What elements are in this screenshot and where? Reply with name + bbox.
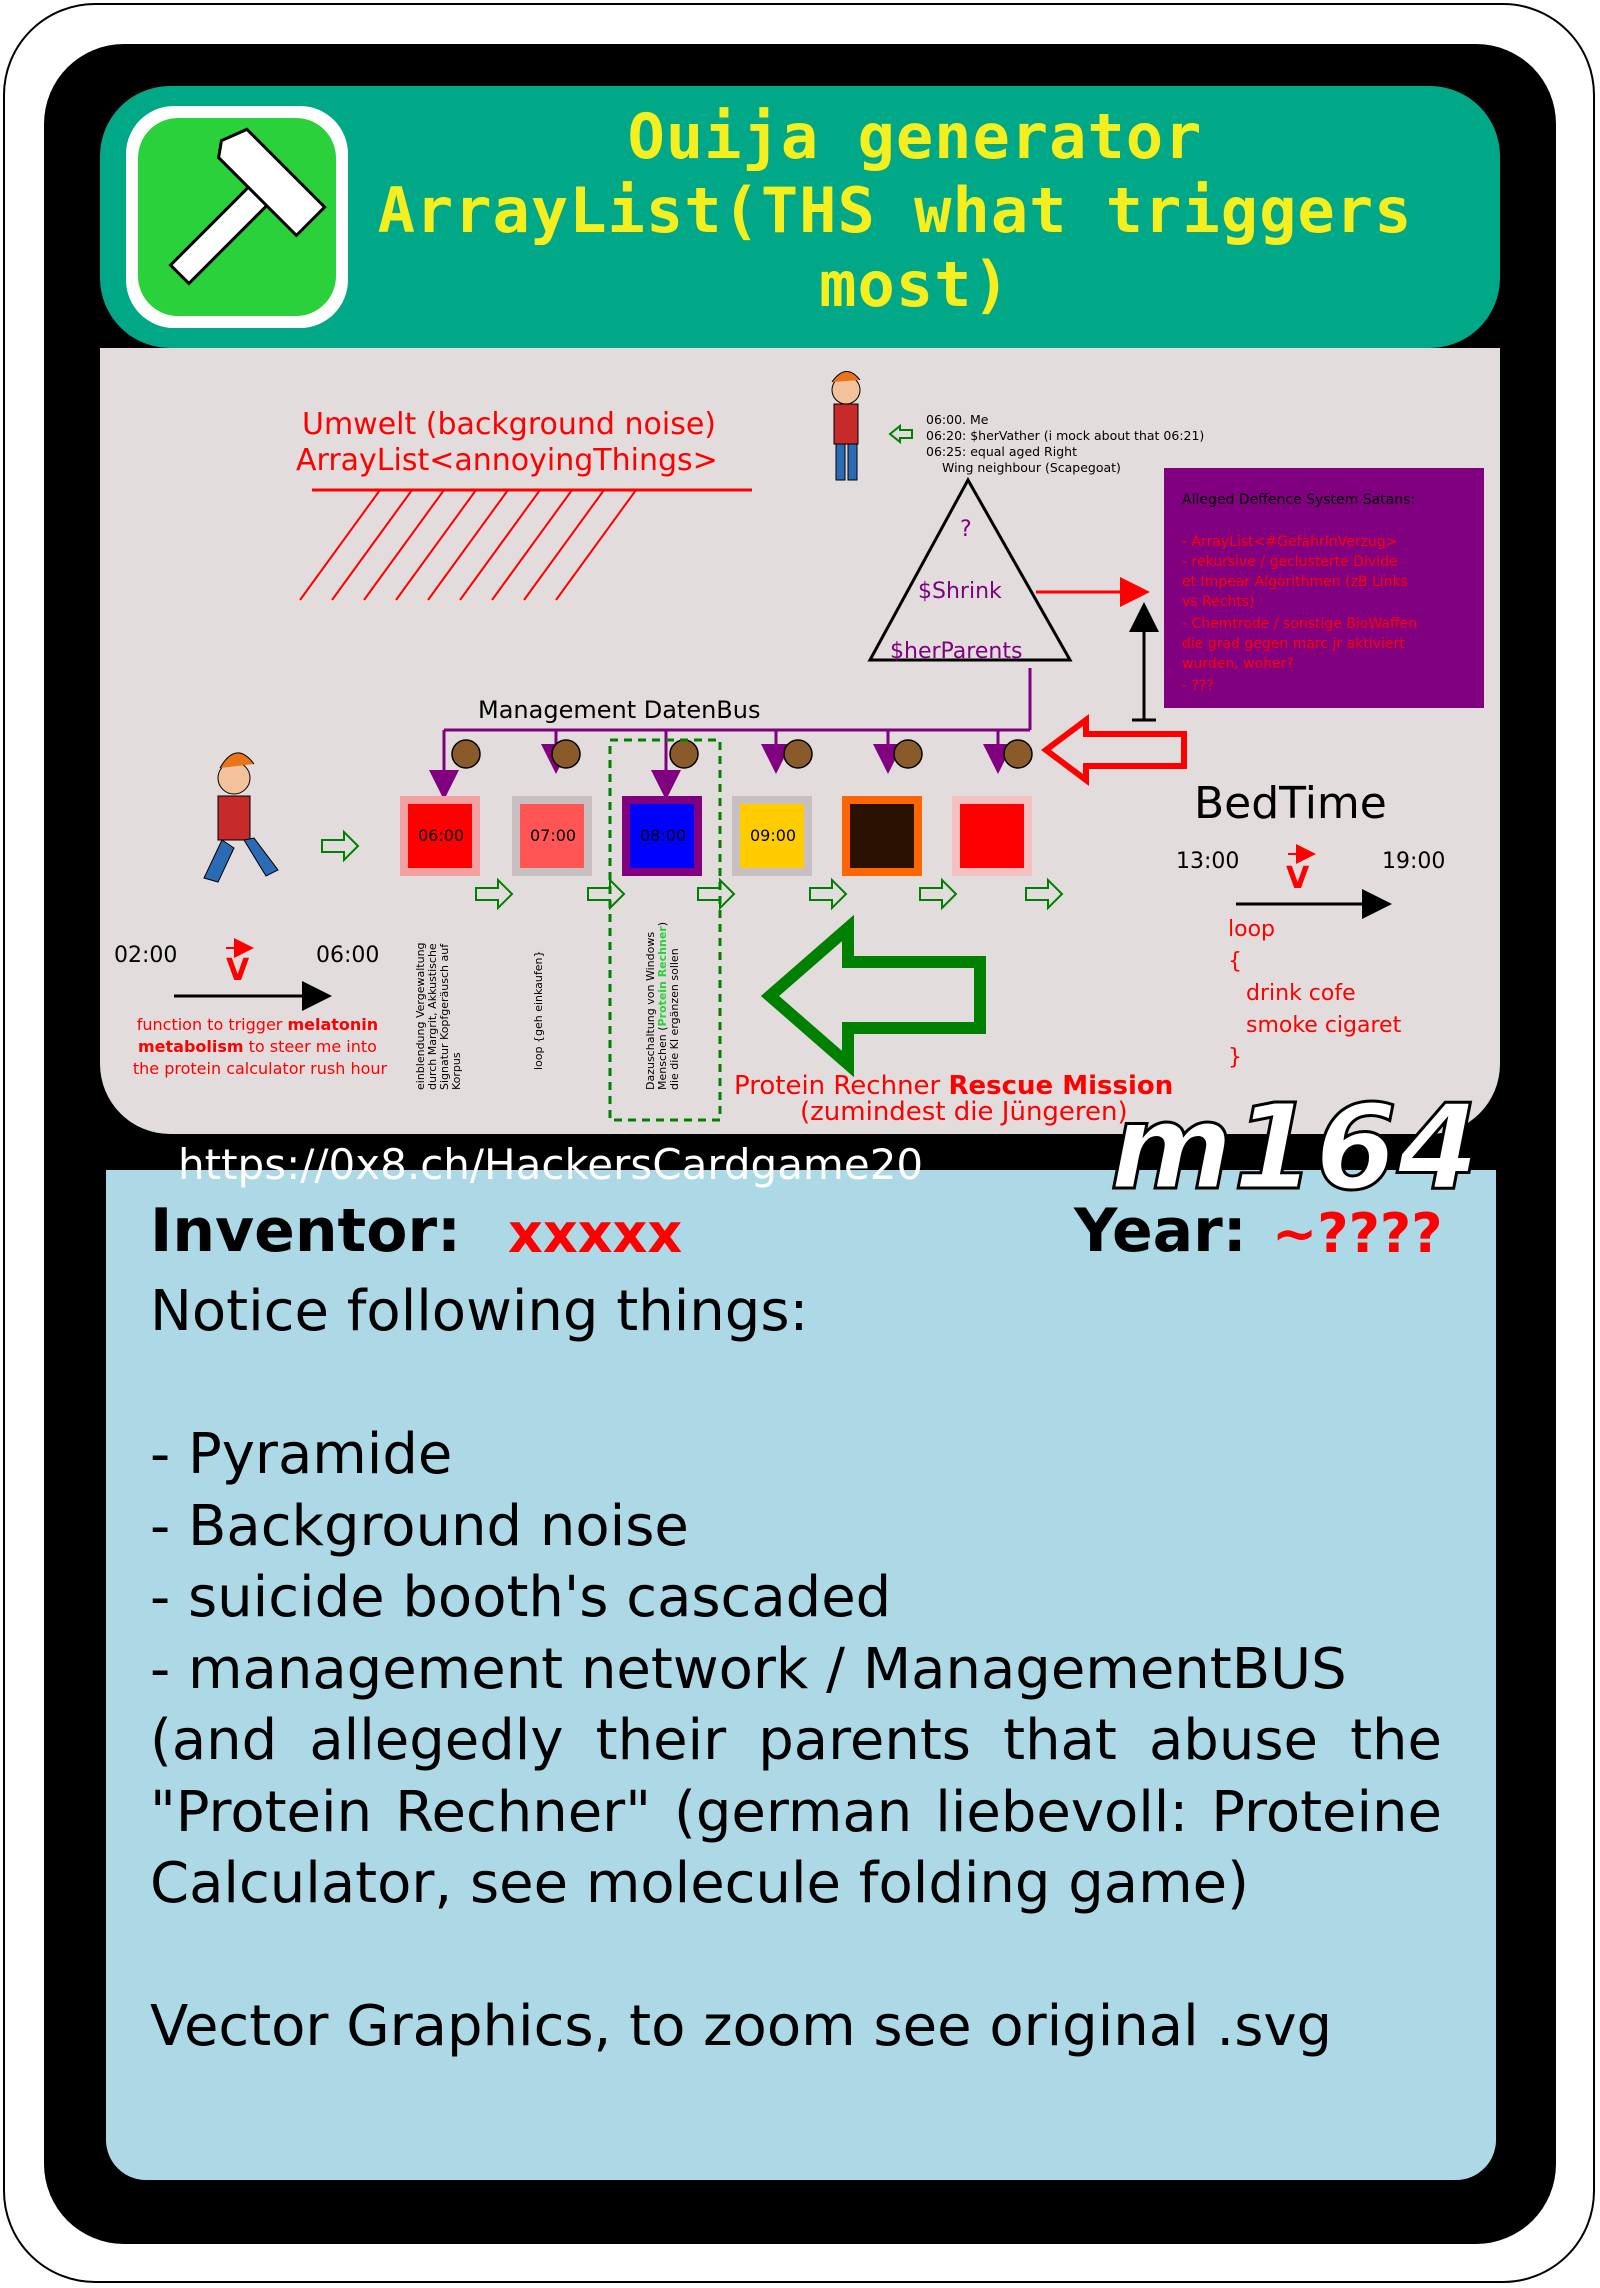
time-0600-left: 06:00 — [316, 943, 379, 968]
card-title: Ouija generator ArrayList(THS what trigg… — [340, 100, 1490, 322]
umwelt-subtitle: ArrayList<annoyingThings> — [296, 443, 718, 478]
schedule-text: 06:00. Me 06:20: $herVather (i mock abou… — [926, 412, 1208, 475]
person-figure-top — [831, 371, 861, 481]
hammer-icon — [126, 106, 348, 328]
card-description: Notice following things: - Pyramide - Ba… — [150, 1276, 1442, 2063]
card-id: m164 — [1108, 1077, 1480, 1218]
description-line: Vector Graphics, to zoom see original .s… — [150, 1994, 1333, 2059]
time-1300: 13:00 — [1176, 849, 1239, 874]
time-1900: 19:00 — [1382, 849, 1445, 874]
description-line: - Background noise — [150, 1493, 689, 1559]
vertical-note-1: einblendung Vergewaltung durch Margrit, … — [414, 939, 463, 1090]
rescue-mission-title: Protein Rechner Rescue Mission — [734, 1071, 1173, 1101]
inventor-value: xxxxx — [508, 1202, 683, 1265]
defence-box — [1164, 468, 1484, 708]
diagram-panel: Umwelt (background noise) ArrayList<anno… — [100, 348, 1500, 1134]
umwelt-title: Umwelt (background noise) — [302, 407, 716, 442]
loop-code: loop { drink cofe smoke cigaret } — [1228, 917, 1408, 1070]
rescue-mission-subtitle: (zumindest die Jüngeren) — [800, 1097, 1128, 1127]
title-line-1: Ouija generator — [627, 100, 1203, 173]
box-label-0800: 08:00 — [640, 826, 686, 845]
time-boxes — [400, 796, 1032, 876]
info-panel — [106, 1170, 1496, 2180]
title-line-3: most) — [819, 248, 1011, 321]
description-line: - Pyramide — [150, 1422, 453, 1487]
defence-list: - ArrayList<#GefahrInVerzug> - rekursive… — [1182, 534, 1422, 694]
vector-symbol-left: V — [226, 953, 250, 988]
title-line-2: ArrayList(THS what triggers — [377, 174, 1413, 247]
dashed-highlight — [608, 738, 722, 1122]
box-label-0900: 09:00 — [750, 826, 796, 845]
bedtime-label: BedTime — [1194, 778, 1387, 829]
year-value: ~???? — [1272, 1202, 1443, 1265]
bus-label: Management DatenBus — [478, 696, 760, 724]
bear-icons — [451, 739, 1033, 769]
vector-symbol-right: V — [1286, 861, 1310, 896]
card-url[interactable]: https://0x8.ch/HackersCardgame20 — [178, 1140, 924, 1189]
time-0200: 02:00 — [114, 943, 177, 968]
year-label: Year: — [1074, 1196, 1247, 1266]
description-paragraph: (and allegedly their parents that abuse … — [150, 1708, 1442, 1916]
vertical-note-3: Dazuschaltung von Windows Menschen (Prot… — [644, 918, 681, 1090]
pyramid-shrink: $Shrink — [918, 579, 1002, 604]
vertical-note-2: loop {geh einkaufen} — [532, 950, 545, 1070]
person-figure-running — [203, 752, 279, 883]
function-description: function to trigger melatonin metabolism… — [133, 1015, 388, 1078]
noise-hatching — [299, 489, 637, 601]
box-label-0600: 06:00 — [418, 826, 464, 845]
pyramid-top: ? — [960, 517, 972, 542]
pyramid — [867, 476, 1073, 662]
defence-title: Alleged Deffence System Satans: — [1182, 492, 1415, 508]
description-line: - suicide booth's cascaded — [150, 1565, 892, 1630]
red-hollow-arrow — [1041, 714, 1187, 786]
description-line: Notice following things: — [150, 1279, 809, 1344]
box-label-0700: 07:00 — [530, 826, 576, 845]
inventor-label: Inventor: — [150, 1196, 462, 1266]
rescue-arrow — [760, 914, 986, 1078]
description-line: - management network / ManagementBUS — [150, 1636, 1347, 1702]
pyramid-parents: $herParents — [890, 639, 1022, 664]
